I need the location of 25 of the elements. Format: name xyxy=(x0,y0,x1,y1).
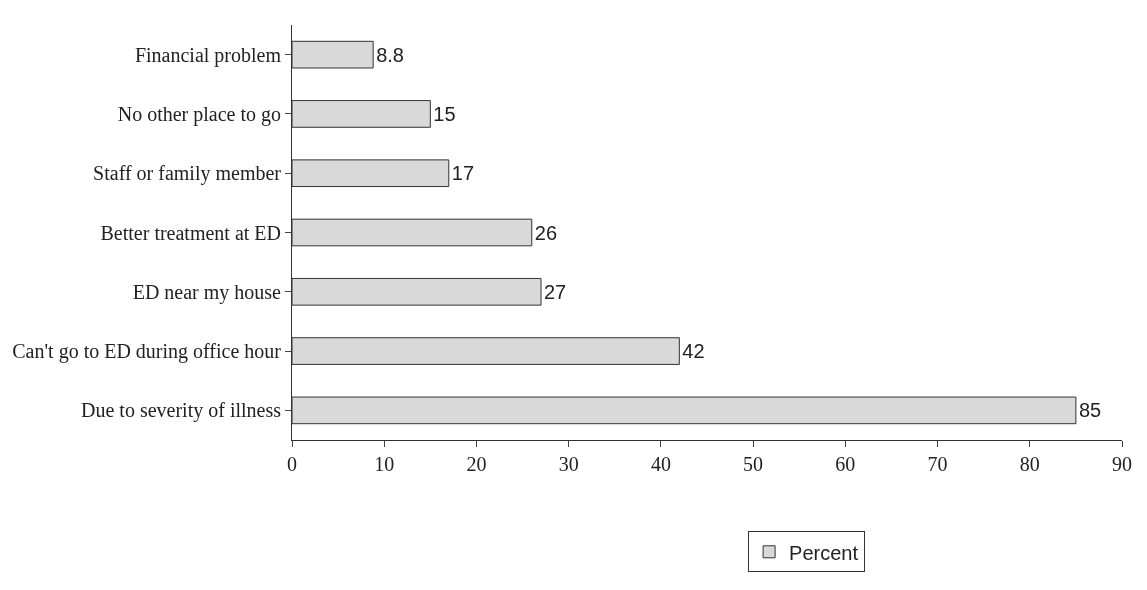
y-tick-label: Staff or family member xyxy=(93,162,282,186)
y-tick-label: No other place to go xyxy=(117,102,281,126)
x-tick-label: 0 xyxy=(287,453,297,475)
data-label: 8.8 xyxy=(376,43,404,66)
data-label: 85 xyxy=(1078,399,1102,422)
x-tick-label: 70 xyxy=(927,453,948,475)
x-tick-label: 90 xyxy=(1112,453,1132,475)
legend-label: Percent xyxy=(789,541,859,564)
x-tick-label: 40 xyxy=(650,453,671,475)
y-tick-label: Better treatment at ED xyxy=(100,221,281,244)
data-label: 17 xyxy=(451,162,475,185)
y-tick-label: Financial problem xyxy=(134,43,282,67)
data-label: 26 xyxy=(534,221,558,244)
y-tick-label: Can't go to ED during office hour xyxy=(12,340,282,364)
x-tick-label: 80 xyxy=(1019,453,1040,475)
x-tick-label: 10 xyxy=(374,453,395,475)
data-label: 27 xyxy=(544,280,567,303)
x-tick-label: 20 xyxy=(466,453,487,475)
x-tick-label: 50 xyxy=(743,453,764,475)
x-tick-label: 30 xyxy=(558,453,579,475)
data-label: 42 xyxy=(682,340,705,363)
x-tick-label: 60 xyxy=(835,453,856,475)
y-tick-label: ED near my house xyxy=(132,280,282,304)
data-label: 15 xyxy=(433,102,456,125)
y-tick-label: Due to severity of illness xyxy=(81,399,282,423)
